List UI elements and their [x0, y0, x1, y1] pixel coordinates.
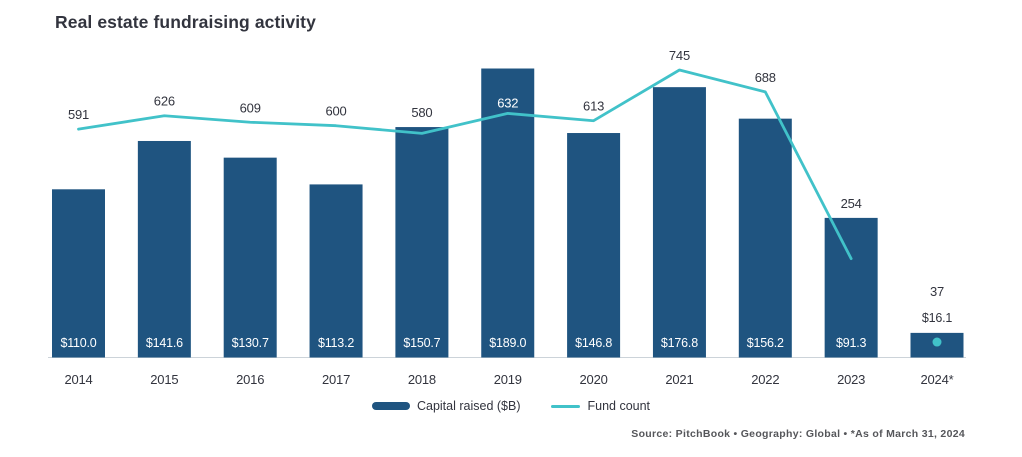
bar-2022: [738, 118, 792, 358]
bar-value-label-2018: $150.7: [403, 336, 440, 350]
bar-value-label-2019: $189.0: [489, 336, 526, 350]
fund-count-line: [77, 68, 853, 261]
bar-2018: [395, 127, 449, 358]
year-label-2015: 2015: [150, 372, 178, 387]
fund-count-label-2015: 626: [154, 94, 175, 109]
fund-count-label-2019: 632: [497, 95, 518, 110]
fund-count-label-2014: 591: [68, 107, 89, 122]
bar-2023: [824, 217, 878, 358]
fund-count-dot-2024*: [932, 337, 942, 347]
bar-2014: [52, 189, 105, 358]
year-label-2016: 2016: [236, 372, 264, 387]
bar-2021: [652, 87, 706, 358]
fund-count-label-2016: 609: [240, 100, 261, 115]
fund-count-label-2023: 254: [841, 196, 862, 211]
bar-2016: [223, 157, 277, 358]
year-label-2014: 2014: [64, 372, 92, 387]
bar-value-label-2020: $146.8: [575, 336, 612, 350]
bar-value-label-2021: $176.8: [661, 336, 698, 350]
bar-value-label-2015: $141.6: [146, 336, 183, 350]
bar-value-label-2016: $130.7: [232, 336, 269, 350]
bar-value-label-2014: $110.0: [60, 336, 96, 350]
year-label-2021: 2021: [665, 372, 693, 387]
fund-count-label-2018: 580: [411, 105, 432, 120]
year-label-2022: 2022: [751, 372, 779, 387]
year-label-2018: 2018: [408, 372, 436, 387]
fund-count-label-2021: 745: [669, 48, 690, 63]
fund-count-label-2017: 600: [326, 104, 347, 119]
bar-value-label-2023: $91.3: [836, 336, 867, 350]
legend-line-label: Fund count: [587, 399, 651, 413]
bar-2020: [567, 133, 621, 358]
source-note: Source: PitchBook • Geography: Global • …: [631, 428, 965, 440]
year-label-2024*: 2024*: [921, 372, 954, 387]
fund-count-label-2024*: 37: [930, 284, 944, 299]
year-label-2020: 2020: [580, 372, 608, 387]
fund-count-label-2022: 688: [755, 70, 776, 85]
year-label-2019: 2019: [494, 372, 522, 387]
legend-bar-swatch: [371, 402, 410, 410]
bar-value-label-2024*: $16.1: [922, 311, 953, 325]
year-label-2017: 2017: [322, 372, 350, 387]
chart-title: Real estate fundraising activity: [55, 12, 316, 32]
bar-2017: [309, 184, 363, 358]
year-label-2023: 2023: [837, 372, 865, 387]
bar-2015: [137, 140, 191, 358]
legend-line-swatch: [551, 404, 581, 408]
bar-2019: [481, 68, 535, 358]
legend-bar-label: Capital raised ($B): [416, 399, 521, 413]
legend: Capital raised ($B) Fund count: [0, 399, 1022, 413]
bar-value-label-2017: $113.2: [318, 336, 354, 350]
fund-count-label-2020: 613: [583, 99, 604, 114]
bar-value-label-2022: $156.2: [747, 336, 784, 350]
